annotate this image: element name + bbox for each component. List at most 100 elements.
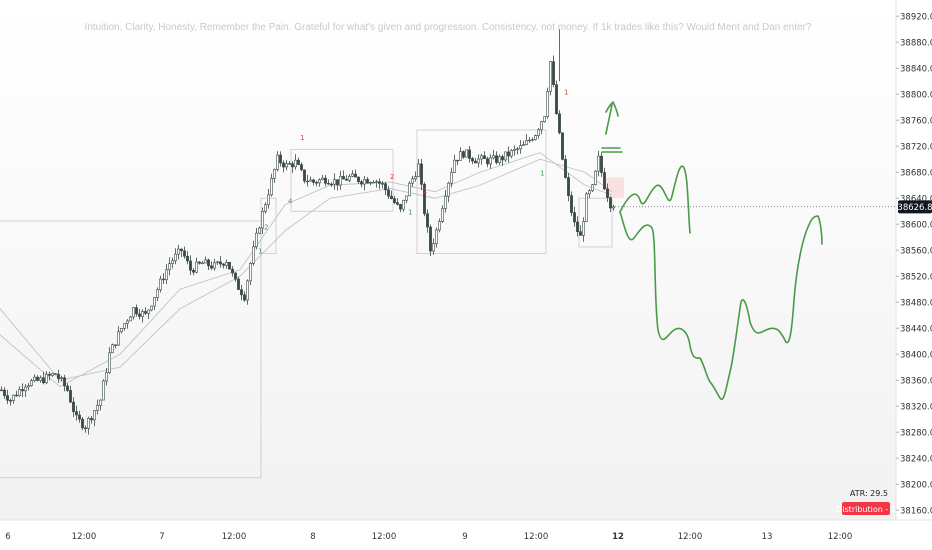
- x-tick-label: 7: [159, 532, 164, 542]
- candle-body: [219, 261, 222, 265]
- candle: [99, 399, 102, 411]
- time-axis[interactable]: 6 12:00 7 12:00 8 12:00 9 12:00 12 12:00 13 12:00: [5, 532, 852, 542]
- x-tick-label: 12:00: [524, 532, 549, 542]
- candle: [576, 216, 579, 237]
- candle: [390, 190, 393, 200]
- candle-body: [561, 132, 564, 160]
- y-tick-label: 38920.0: [900, 12, 932, 22]
- candle-body: [597, 155, 600, 172]
- candle: [291, 161, 294, 173]
- candle-body: [72, 401, 75, 412]
- candle: [42, 371, 45, 385]
- candle-body: [360, 181, 363, 185]
- candle: [564, 155, 567, 179]
- candle: [591, 184, 594, 193]
- candle-body: [117, 331, 120, 346]
- price-axis[interactable]: 38920.0 38880.0 38840.0 38800.0 38760.0 38720…: [896, 12, 932, 516]
- candle-body: [309, 179, 312, 182]
- candle: [195, 257, 198, 274]
- candle-body: [39, 377, 42, 381]
- candle-body: [138, 313, 141, 317]
- candle-body: [366, 179, 369, 184]
- candle: [276, 151, 279, 172]
- candle: [15, 390, 18, 397]
- candle: [69, 385, 72, 404]
- candle: [63, 374, 66, 392]
- candle: [408, 181, 411, 197]
- candle: [120, 327, 123, 334]
- candle-body: [384, 183, 387, 191]
- candle-body: [90, 418, 93, 421]
- candle: [345, 175, 348, 181]
- resistance-zone: [606, 177, 624, 199]
- y-tick-label: 38840.0: [900, 64, 932, 74]
- candle: [603, 167, 606, 190]
- candle-body: [123, 323, 126, 329]
- candle-body: [330, 183, 333, 186]
- candle-body: [63, 377, 66, 387]
- distribution-badge[interactable]: Distribution - 1: [836, 502, 896, 515]
- candle: [192, 267, 195, 276]
- candle: [468, 146, 471, 163]
- candle-body: [594, 170, 597, 185]
- candle: [48, 371, 51, 381]
- candle-body: [222, 263, 225, 266]
- candle-body: [477, 158, 480, 164]
- candle-body: [105, 372, 108, 382]
- candle-body: [414, 176, 417, 180]
- candle-body: [474, 160, 477, 164]
- candle-body: [33, 376, 36, 381]
- candle: [231, 266, 234, 277]
- time-axis-background: [0, 520, 932, 550]
- candle-body: [501, 156, 504, 161]
- candle: [552, 55, 555, 88]
- zone-box: [578, 197, 613, 248]
- candle: [12, 394, 15, 404]
- candle: [150, 305, 153, 312]
- candle-body: [504, 151, 507, 161]
- candle: [165, 263, 168, 285]
- candle-body: [483, 155, 486, 160]
- candle: [141, 309, 144, 323]
- candle-body: [582, 221, 585, 236]
- candle: [162, 273, 165, 285]
- candle: [546, 87, 549, 119]
- candle: [402, 199, 405, 212]
- candle: [549, 61, 552, 96]
- candle-body: [141, 311, 144, 317]
- candle: [339, 170, 342, 190]
- candle-body: [183, 250, 186, 257]
- candle: [498, 154, 501, 166]
- candle-body: [321, 177, 324, 181]
- candle: [420, 158, 423, 191]
- candle: [315, 180, 318, 187]
- y-tick-label: 38680.0: [900, 168, 932, 178]
- candle-body: [528, 139, 531, 142]
- x-tick-label: 6: [5, 532, 10, 542]
- candle: [561, 132, 564, 161]
- y-tick-label: 38240.0: [900, 454, 932, 464]
- candle: [429, 224, 432, 257]
- candle-body: [36, 376, 39, 381]
- candle-body: [585, 193, 588, 222]
- candle-body: [171, 260, 174, 264]
- candle-body: [327, 182, 330, 185]
- candle-body: [42, 377, 45, 384]
- y-tick-label: 38160.0: [900, 506, 932, 516]
- candle: [318, 178, 321, 187]
- candle-body: [81, 418, 84, 429]
- candle: [441, 205, 444, 224]
- candle: [609, 196, 612, 213]
- candle-body: [180, 248, 183, 252]
- candle-body: [255, 232, 258, 248]
- candle: [33, 374, 36, 383]
- candle-body: [378, 181, 381, 184]
- candle-body: [54, 373, 57, 375]
- candle-body: [558, 113, 561, 134]
- candle-body: [591, 184, 594, 192]
- candle: [258, 226, 261, 235]
- candle-body: [513, 148, 516, 151]
- candle-body: [144, 311, 147, 314]
- candle-body: [201, 262, 204, 265]
